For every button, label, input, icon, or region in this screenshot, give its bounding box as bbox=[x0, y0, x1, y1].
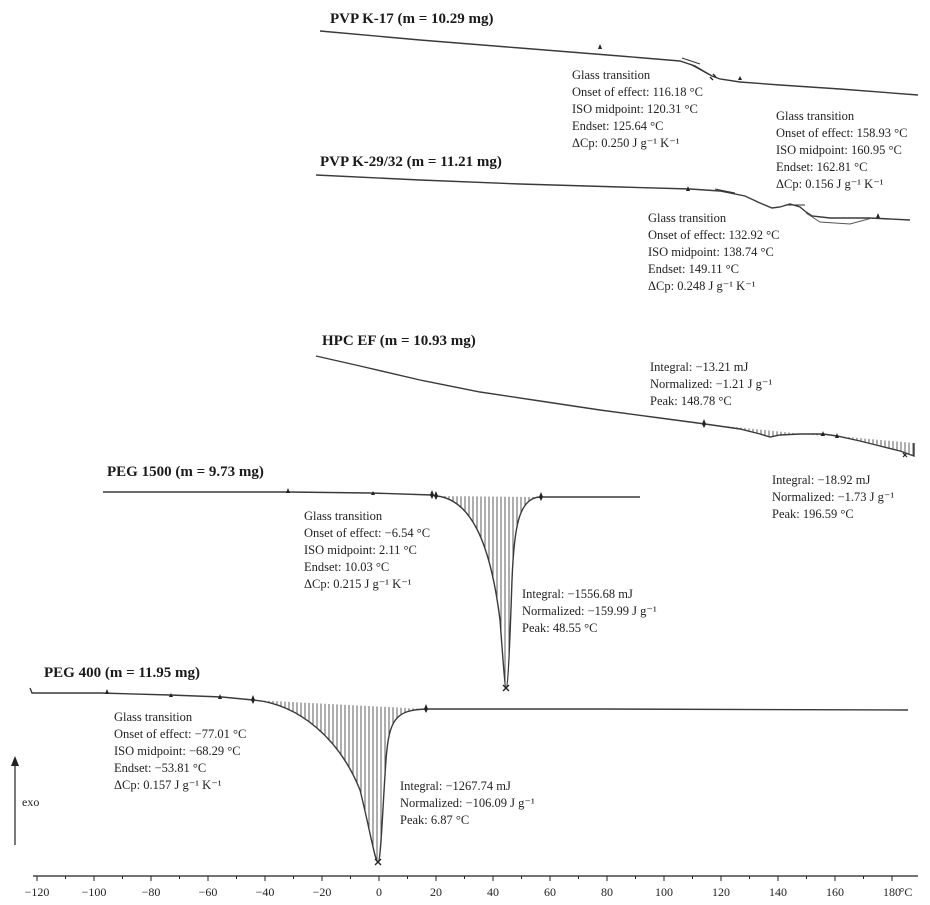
title-pvp-k2932: PVP K-29/32 (m = 11.21 mg) bbox=[320, 154, 502, 170]
curve-pvp-k2932 bbox=[315, 174, 911, 221]
x-tick-label: 20 bbox=[430, 885, 442, 899]
x-axis-unit-label: °C bbox=[900, 885, 913, 899]
x-tick-label: −120 bbox=[25, 885, 50, 899]
series-pvp-k17 bbox=[319, 30, 919, 96]
annotation-pvp-k2932-gt2: Glass transition Onset of effect: 132.92… bbox=[648, 211, 783, 293]
x-tick-label: 100 bbox=[655, 885, 673, 899]
x-axis: −120 −100 −80 −60 −40 −20 0 20 40 60 80 100 120 140 16… bbox=[25, 875, 918, 899]
title-pvp-k17: PVP K-17 (m = 10.29 mg) bbox=[330, 11, 494, 27]
x-tick-label: −80 bbox=[142, 885, 161, 899]
x-tick-label: 120 bbox=[712, 885, 730, 899]
x-tick-label: −100 bbox=[82, 885, 107, 899]
hpc-peak2-fill bbox=[837, 436, 914, 456]
annotation-hpc-ef-peak1: Integral: −13.21 mJ Normalized: −1.21 J … bbox=[650, 360, 775, 408]
x-tick-label: −20 bbox=[313, 885, 332, 899]
series-hpc-ef bbox=[315, 355, 915, 458]
series-peg-400 bbox=[29, 687, 909, 866]
title-hpc-ef: HPC EF (m = 10.93 mg) bbox=[322, 333, 476, 349]
title-peg-400: PEG 400 (m = 11.95 mg) bbox=[44, 665, 200, 681]
series-pvp-k2932 bbox=[315, 174, 911, 225]
x-tick-label: 40 bbox=[487, 885, 499, 899]
annotation-pvp-k17-gt: Glass transition Onset of effect: 116.18… bbox=[572, 68, 706, 150]
annotation-peg-1500-gt: Glass transition Onset of effect: −6.54 … bbox=[304, 509, 433, 591]
y-axis-label: exo bbox=[22, 795, 39, 809]
annotation-hpc-ef-peak2: Integral: −18.92 mJ Normalized: −1.73 J … bbox=[772, 473, 897, 521]
x-tick-label: −60 bbox=[199, 885, 218, 899]
x-tick-label: 80 bbox=[601, 885, 613, 899]
peg400-melt-fill bbox=[253, 700, 426, 862]
x-tick-label: 0 bbox=[376, 885, 382, 899]
x-tick-label: −40 bbox=[256, 885, 275, 899]
annotation-peg-1500-melt: Integral: −1556.68 mJ Normalized: −159.9… bbox=[522, 587, 660, 635]
series-peg-1500 bbox=[103, 488, 640, 692]
annotation-peg-400-gt: Glass transition Onset of effect: −77.01… bbox=[114, 710, 249, 792]
exo-arrow bbox=[11, 756, 19, 845]
x-tick-label: 160 bbox=[826, 885, 844, 899]
x-tick-label: 60 bbox=[544, 885, 556, 899]
x-tick-label: 140 bbox=[769, 885, 787, 899]
curve-hpc-ef bbox=[315, 355, 915, 457]
annotation-peg-400-melt: Integral: −1267.74 mJ Normalized: −106.0… bbox=[400, 779, 538, 827]
x-tick-label: 180 bbox=[883, 885, 901, 899]
title-peg-1500: PEG 1500 (m = 9.73 mg) bbox=[107, 464, 264, 480]
annotation-pvp-k2932-gt1: Glass transition Onset of effect: 158.93… bbox=[776, 109, 911, 191]
